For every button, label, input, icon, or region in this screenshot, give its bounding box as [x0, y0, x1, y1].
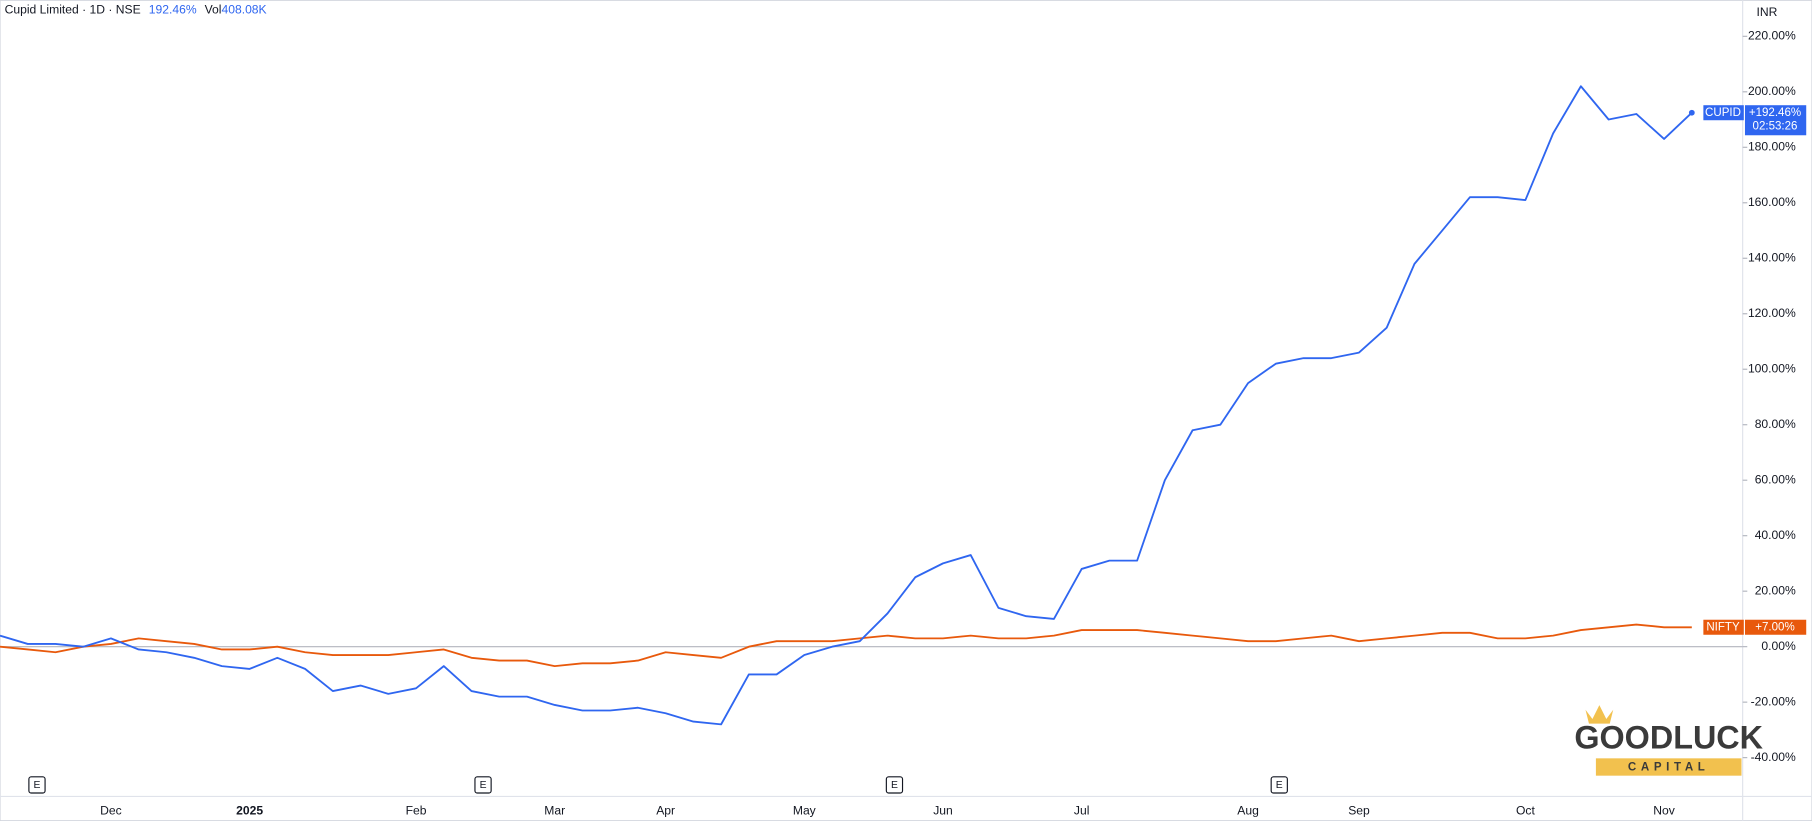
earnings-marker: E	[34, 780, 41, 791]
earnings-marker: E	[891, 780, 898, 791]
x-tick-label: Oct	[1516, 804, 1535, 818]
x-tick-label: Sep	[1348, 804, 1370, 818]
badge-value: +192.46%	[1749, 107, 1801, 119]
header: Cupid Limited · 1D · NSE 192.46% Vol408.…	[5, 3, 267, 17]
y-tick-label: -40.00%	[1751, 750, 1796, 764]
x-tick-label: Aug	[1237, 804, 1259, 818]
watermark: GOODLUCK CAPITAL	[1574, 705, 1764, 776]
y-tick-label: 60.00%	[1755, 472, 1796, 486]
y-tick-label: 220.00%	[1748, 29, 1796, 43]
y-tick-label: 140.00%	[1748, 250, 1796, 264]
series-line	[0, 85, 1693, 726]
badge-name: CUPID	[1705, 107, 1741, 119]
y-tick-label: 100.00%	[1748, 361, 1796, 375]
watermark-band	[1595, 758, 1742, 776]
earnings-marker: E	[1276, 780, 1283, 791]
y-tick-label: 0.00%	[1761, 639, 1796, 653]
badge-value: +7.00%	[1755, 621, 1794, 633]
change: 192.46%	[149, 3, 197, 17]
symbol-title: Cupid Limited · 1D · NSE	[5, 3, 141, 17]
series-line	[0, 623, 1692, 668]
badge-name-bg	[1703, 105, 1744, 121]
vol-label: Vol	[205, 3, 222, 17]
x-tick-label: 2025	[236, 804, 263, 818]
y-tick-label: -20.00%	[1751, 694, 1796, 708]
y-tick-label: 160.00%	[1748, 195, 1796, 209]
earnings-marker-box	[1270, 776, 1288, 794]
badge-value-bg	[1744, 105, 1807, 136]
currency: INR	[1757, 5, 1778, 19]
x-tick-label: Jul	[1074, 804, 1090, 818]
volume: 408.08K	[221, 3, 266, 17]
price-badge: NIFTY +7.00%	[1703, 619, 1807, 635]
price-badge: CUPID +192.46% 02:53:26	[1703, 105, 1807, 136]
x-tick-label: Nov	[1653, 804, 1675, 818]
watermark-line1: GOODLUCK	[1574, 719, 1763, 755]
x-tick-label: May	[793, 804, 817, 818]
earnings-marker-box	[885, 776, 904, 794]
y-tick-label: 200.00%	[1748, 84, 1796, 98]
y-tick-label: 20.00%	[1755, 583, 1796, 597]
x-tick-label: Feb	[406, 804, 427, 818]
badge-time: 02:53:26	[1753, 121, 1798, 133]
x-tick-label: Dec	[100, 804, 122, 818]
x-tick-label: Mar	[544, 804, 565, 818]
earnings-marker: E	[480, 780, 487, 791]
y-tick-label: 120.00%	[1748, 306, 1796, 320]
y-tick-label: 80.00%	[1755, 417, 1796, 431]
last-point	[1688, 109, 1695, 116]
watermark-line2: CAPITAL	[1628, 762, 1710, 774]
badge-value-bg	[1744, 619, 1807, 635]
x-tick-label: Jun	[933, 804, 953, 818]
y-tick-label: 180.00%	[1748, 139, 1796, 153]
y-tick-label: 40.00%	[1755, 528, 1796, 542]
x-tick-label: Apr	[656, 804, 675, 818]
badge-name-bg	[1703, 619, 1744, 635]
badge-name: NIFTY	[1706, 621, 1740, 633]
earnings-marker-box	[28, 776, 46, 794]
crown	[1585, 705, 1614, 724]
earnings-marker-box	[474, 776, 492, 794]
